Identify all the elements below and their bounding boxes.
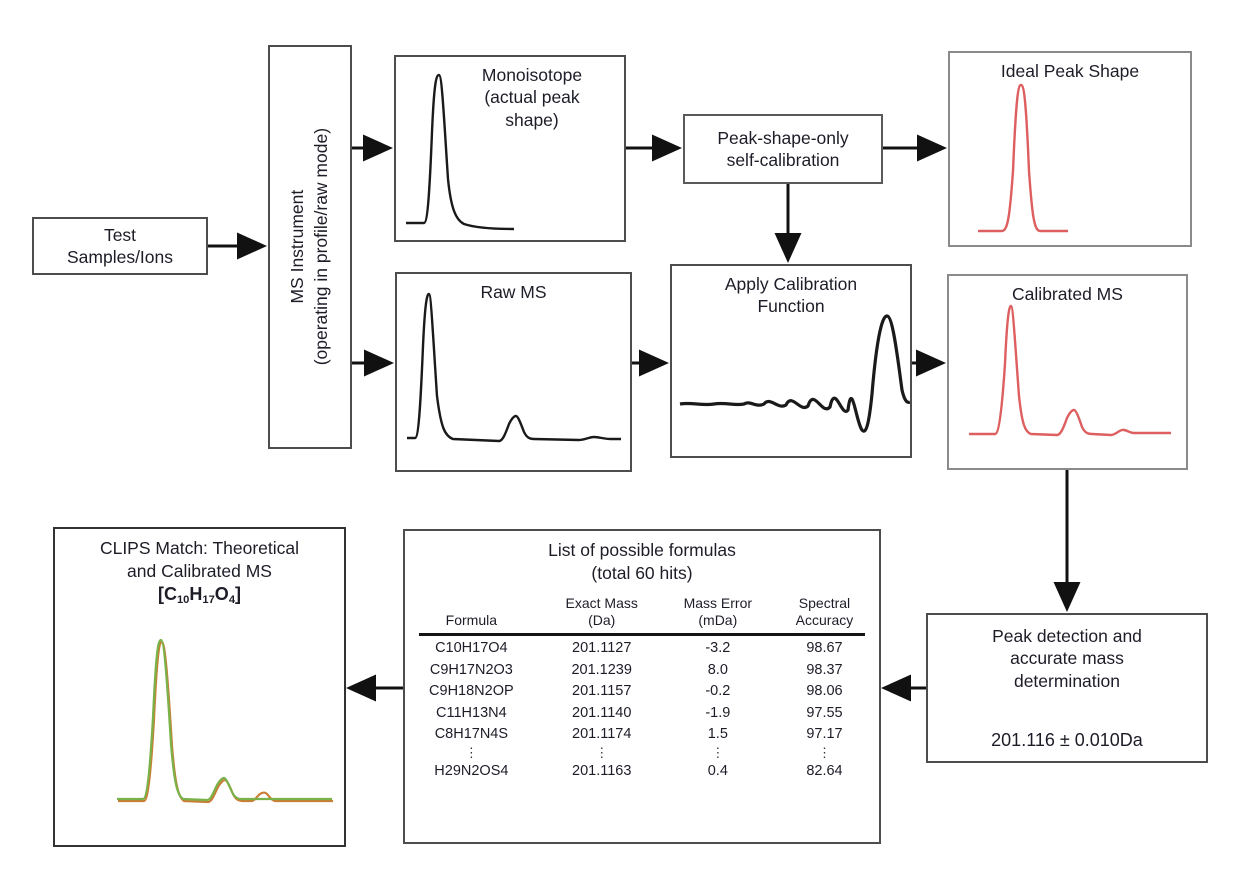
col-header-mass-error: Mass Error (mDa) [683, 594, 753, 629]
ideal-peak-shape-label: Ideal Peak Shape [1000, 61, 1140, 81]
table-cell: H29N2OS4 [434, 762, 509, 779]
table-row: H29N2OS4 201.1163 0.4 82.64 [405, 760, 879, 782]
table-cell: ⋮ [711, 745, 725, 760]
table-cell: C9H18N2OP [429, 683, 514, 699]
table-cell: ⋮ [817, 745, 831, 760]
table-cell: -1.9 [705, 704, 731, 721]
table-row: C8H17N4S 201.1174 1.5 97.17 [405, 724, 879, 746]
table-cell: C11H13N4 [436, 704, 507, 721]
table-cell: 201.1127 [572, 640, 632, 656]
table-row: C9H17N2O3 201.1239 8.0 98.37 [405, 659, 879, 681]
col-header-formula: Formula [445, 612, 498, 628]
clips-match-label: CLIPS Match: Theoretical and Calibrated … [55, 529, 344, 607]
raw-ms-box: Raw MS [395, 272, 632, 472]
formula-list-box: List of possible formulas (total 60 hits… [403, 529, 881, 844]
table-ellipsis-row: ⋮ ⋮ ⋮ ⋮ [405, 745, 879, 760]
table-row: C9H18N2OP 201.1157 -0.2 98.06 [405, 681, 879, 703]
table-cell: C8H17N4S [434, 726, 509, 742]
col-header-exact-mass: Exact Mass (Da) [565, 594, 638, 629]
apply-calibration-box: Apply Calibration Function [670, 264, 912, 458]
table-cell: 201.1239 [571, 661, 632, 678]
table-cell: ⋮ [595, 745, 609, 760]
monoisotope-box: Monoisotope (actual peak shape) [394, 55, 626, 242]
table-cell: 98.37 [806, 661, 843, 678]
test-samples-box: Test Samples/Ions [32, 217, 208, 275]
table-cell: C10H17O4 [435, 640, 508, 656]
table-cell: 201.1157 [572, 683, 632, 699]
table-cell: 201.1163 [572, 762, 632, 779]
table-cell: 82.64 [806, 762, 843, 779]
peak-detection-box: Peak detection and accurate mass determi… [926, 613, 1208, 763]
table-cell: 0.4 [707, 762, 728, 779]
table-cell: 97.55 [806, 704, 843, 721]
test-samples-label: Test Samples/Ions [66, 224, 174, 267]
table-cell: 201.1174 [572, 726, 632, 742]
formula-list-title: List of possible formulas (total 60 hits… [548, 540, 736, 583]
table-cell: 98.67 [806, 640, 843, 656]
table-header-rule [419, 632, 865, 636]
raw-ms-label: Raw MS [480, 282, 547, 302]
ms-instrument-label: MS Instrument (operating in profile/raw … [287, 128, 331, 366]
formula-table-header: Formula Exact Mass (Da) Mass Error (mDa)… [405, 595, 879, 630]
table-cell: 8.0 [707, 661, 728, 678]
theoretical-curve [117, 638, 332, 802]
calibrated-ms-label: Calibrated MS [1012, 284, 1123, 304]
table-cell: 97.17 [806, 726, 843, 742]
raw-ms-curve [407, 292, 621, 443]
clips-match-box: CLIPS Match: Theoretical and Calibrated … [53, 527, 346, 847]
ideal-peak-shape-box: Ideal Peak Shape [948, 51, 1192, 247]
apply-calibration-label: Apply Calibration Function [724, 274, 858, 317]
table-cell: 98.06 [806, 683, 843, 699]
table-row: C11H13N4 201.1140 -1.9 97.55 [405, 702, 879, 724]
ms-instrument-box: MS Instrument (operating in profile/raw … [268, 45, 352, 449]
table-cell: -3.2 [705, 640, 731, 656]
table-cell: 1.5 [707, 726, 728, 742]
peak-shape-calibration-box: Peak-shape-only self-calibration [683, 114, 883, 184]
col-header-spectral-accuracy: Spectral Accuracy [795, 594, 854, 629]
accurate-mass-value: 201.116 ± 0.010Da [991, 730, 1143, 750]
peak-detection-label: Peak detection and accurate mass determi… [992, 626, 1142, 691]
monoisotope-label: Monoisotope (actual peak shape) [481, 65, 583, 130]
matched-formula: [C10H17O4] [157, 583, 242, 606]
table-cell: -0.2 [705, 683, 731, 699]
calibrated-ms-box: Calibrated MS [947, 274, 1188, 470]
table-cell: 201.1140 [572, 704, 632, 721]
table-row: C10H17O4 201.1127 -3.2 98.67 [405, 638, 879, 660]
table-cell: ⋮ [464, 745, 478, 760]
peak-shape-calibration-label: Peak-shape-only self-calibration [717, 127, 849, 170]
table-cell: C9H17N2O3 [429, 661, 513, 678]
calibrated-overlay-curve [118, 640, 333, 804]
